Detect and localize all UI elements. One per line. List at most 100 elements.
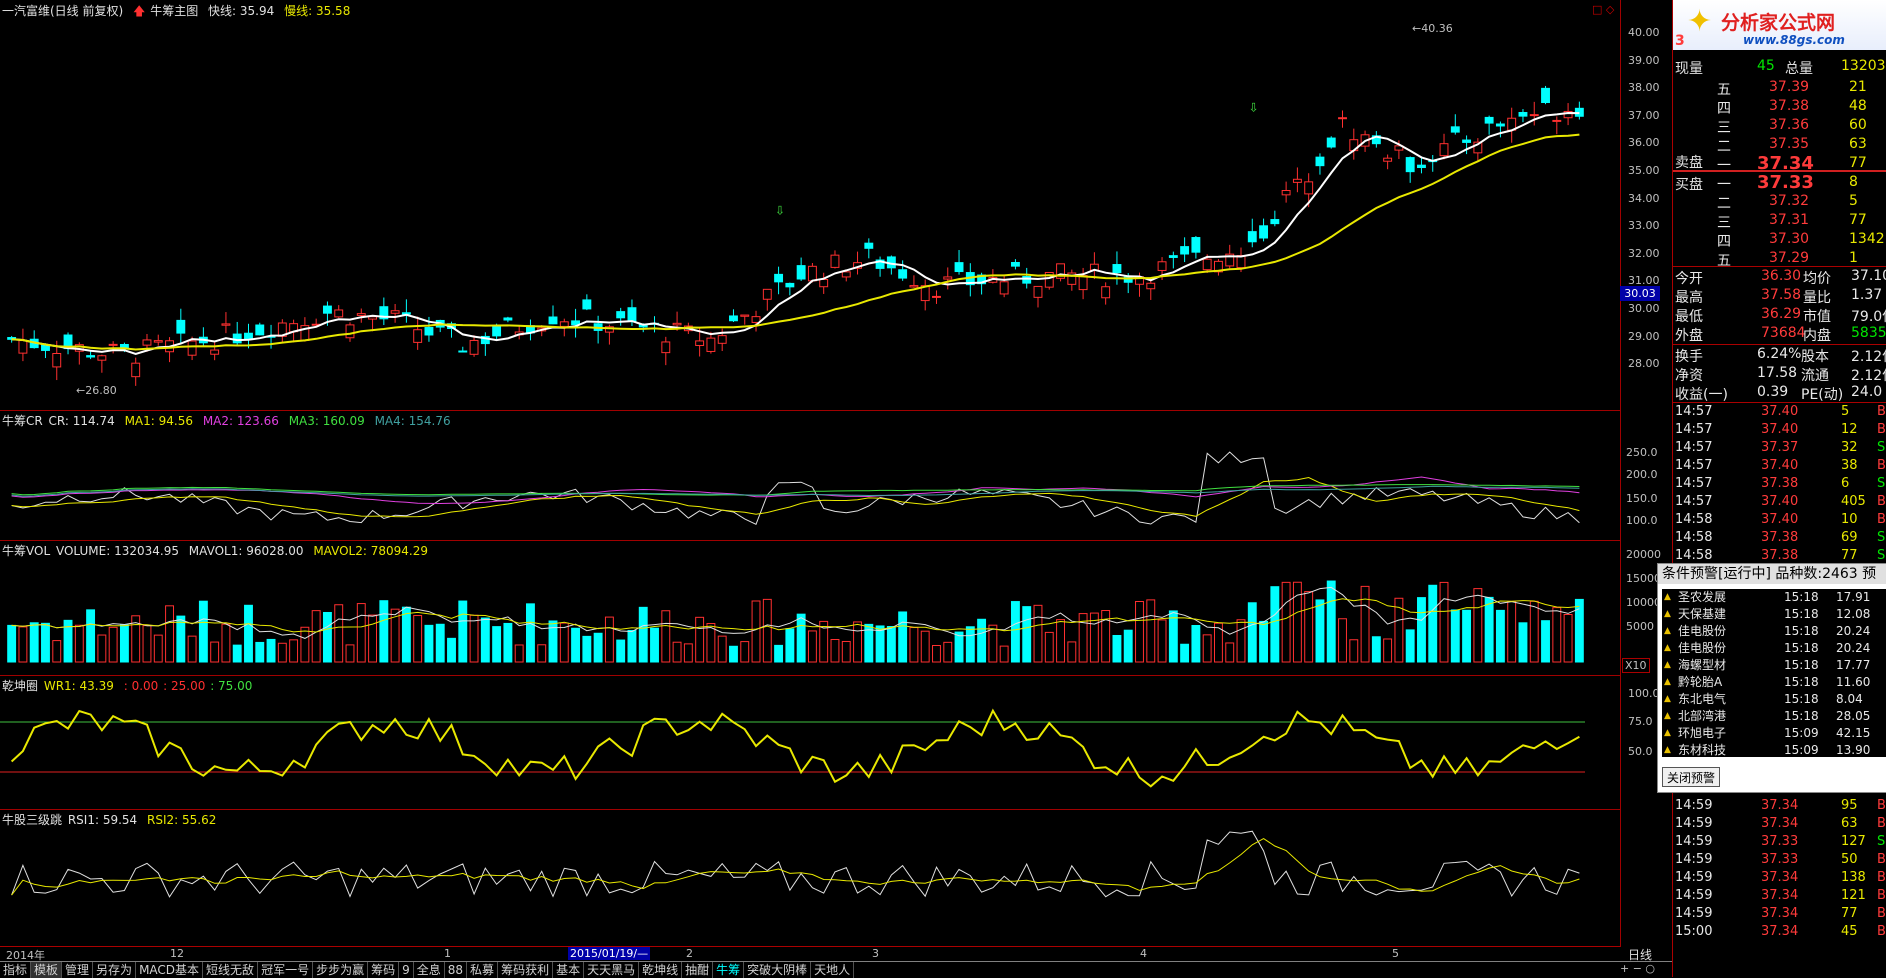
candle-body — [751, 316, 761, 323]
alert-item[interactable]: ▲ 东北电气 15:18 8.04 — [1662, 691, 1886, 708]
volume-bar — [672, 641, 682, 663]
stat-value: 17.58 — [1757, 365, 1798, 381]
tick-volume: 12 — [1841, 422, 1858, 437]
tick-price: 37.34 — [1761, 798, 1799, 813]
alert-time: 15:18 — [1784, 624, 1819, 638]
cr-ma1-line — [11, 476, 1580, 518]
cr-ma2: MA2: 123.66 — [202, 414, 279, 428]
bottom-tab[interactable]: 全息 — [414, 962, 445, 978]
candle-body — [322, 305, 332, 314]
alert-item[interactable]: ▲ 佳电股份 15:18 20.24 — [1662, 640, 1886, 657]
volume-bar — [1541, 620, 1550, 663]
alert-item[interactable]: ▲ 海螺型材 15:18 17.77 — [1662, 657, 1886, 674]
rsi-chart[interactable] — [0, 809, 1620, 946]
alert-item[interactable]: ▲ 黔轮胎A 15:18 11.60 — [1662, 674, 1886, 691]
bottom-tab[interactable]: 基本 — [553, 962, 585, 978]
candlestick-chart[interactable]: ⇩⇩ — [0, 0, 1620, 410]
bottom-tab[interactable]: 模板 — [31, 962, 63, 978]
volume-bar — [1247, 602, 1257, 663]
volume-bar — [943, 641, 953, 663]
volume-bar — [559, 622, 569, 663]
tick-price: 37.40 — [1761, 422, 1799, 437]
alert-arrow-icon: ▲ — [1664, 677, 1671, 687]
tick-flag: S — [1877, 530, 1886, 545]
tick-time: 14:58 — [1675, 548, 1713, 563]
bottom-tab[interactable]: 牛筹 — [713, 962, 745, 978]
bottom-tab[interactable]: 管理 — [62, 962, 94, 978]
candle-body — [379, 306, 389, 320]
volume-bar — [345, 644, 355, 663]
candle-body — [559, 321, 569, 327]
alert-item[interactable]: ▲ 东材科技 15:09 13.90 — [1662, 742, 1886, 759]
tick-row: 14:58 37.40 10 B — [1673, 512, 1886, 531]
bottom-tab[interactable]: 指标 — [0, 962, 32, 978]
bottom-tab[interactable]: 天天黑马 — [584, 962, 640, 978]
candle-body — [458, 350, 468, 353]
bottom-tab[interactable]: 筹码获利 — [498, 962, 554, 978]
volume-bar — [390, 608, 400, 663]
indicator-name[interactable]: 牛筹主图 — [150, 4, 199, 18]
bottom-tab[interactable]: MACD基本 — [136, 962, 204, 978]
close-alert-button[interactable]: 关闭预警 — [1662, 767, 1721, 787]
price-marker: 30.03 — [1620, 286, 1660, 301]
bottom-tab[interactable]: 步步为赢 — [313, 962, 369, 978]
bottom-tab[interactable]: 88 — [445, 962, 468, 978]
alert-item[interactable]: ▲ 佳电股份 15:18 20.24 — [1662, 623, 1886, 640]
volume-bar — [131, 615, 141, 663]
tick-flag: B — [1877, 512, 1886, 527]
alert-item[interactable]: ▲ 北部湾港 15:18 28.05 — [1662, 708, 1886, 725]
price: 37.31 — [1769, 212, 1810, 228]
alert-item[interactable]: ▲ 环旭电子 15:09 42.15 — [1662, 725, 1886, 742]
alert-title[interactable]: 条件预警[运行中] 品种数:2463 预 — [1658, 564, 1886, 584]
volume-chart[interactable] — [0, 540, 1620, 675]
volume-bar — [356, 603, 366, 663]
alert-item[interactable]: ▲ 圣农发展 15:18 17.91 — [1662, 589, 1886, 606]
mavol2-value: MAVOL2: 78094.29 — [313, 544, 428, 558]
bottom-tab[interactable]: 突破大阴棒 — [744, 962, 812, 978]
volume-bar — [785, 628, 795, 663]
bottom-tab[interactable]: 天地人 — [811, 962, 855, 978]
main-panel-header: 一汽富维(日线 前复权) 🡅 牛筹主图 快线: 35.94 慢线: 35.58 — [2, 2, 356, 23]
bottom-tab[interactable]: 短线无敌 — [203, 962, 259, 978]
mavol1-line — [11, 586, 1580, 639]
wr-tick-label: 50.0 — [1628, 745, 1653, 758]
bottom-tab[interactable]: 乾坤线 — [639, 962, 683, 978]
period-label[interactable]: 日线 — [1628, 948, 1653, 962]
candle-body — [232, 333, 242, 344]
tick-price: 37.34 — [1761, 906, 1799, 921]
alert-item[interactable]: ▲ 天保基建 15:18 12.08 — [1662, 606, 1886, 623]
tick-flag: B — [1877, 404, 1886, 419]
volume-bar — [1135, 601, 1144, 663]
candle-body — [1450, 126, 1460, 133]
candle-body — [469, 339, 479, 355]
scroll-controls[interactable]: + − ○ — [1620, 962, 1656, 975]
chart-area[interactable]: 一汽富维(日线 前复权) 🡅 牛筹主图 快线: 35.94 慢线: 35.58 … — [0, 0, 1672, 962]
wr-chart[interactable] — [0, 675, 1620, 809]
volume-bar — [616, 639, 626, 663]
bottom-tab[interactable]: 冠军一号 — [258, 962, 314, 978]
volume-bar — [1044, 631, 1054, 663]
volume-bar — [1462, 609, 1472, 663]
bottom-tab[interactable]: 私募 — [467, 962, 499, 978]
volume-bar — [1394, 597, 1404, 663]
bottom-tab[interactable]: 另存为 — [93, 962, 137, 978]
cr-panel-border — [0, 410, 1621, 541]
alert-time: 15:18 — [1784, 675, 1819, 689]
volume-bar — [1552, 607, 1562, 663]
bottom-tab[interactable]: 筹码 — [368, 962, 400, 978]
tick-time: 14:59 — [1675, 906, 1713, 921]
alert-list[interactable]: ▲ 圣农发展 15:18 17.91 ▲ 天保基建 15:18 12.08 ▲ 佳电股份 15:18… — [1662, 589, 1886, 757]
volume: 63 — [1849, 136, 1867, 152]
candle-body — [345, 324, 355, 339]
cr-tick-label: 200.0 — [1626, 468, 1658, 481]
bottom-tab[interactable]: 9 — [399, 962, 414, 978]
bottom-tab[interactable]: 抽酣 — [682, 962, 714, 978]
cr-ma3: MA3: 160.09 — [288, 414, 365, 428]
candle-body — [706, 337, 716, 352]
candle-body — [131, 362, 141, 378]
candle-body — [548, 316, 558, 325]
volume-bar — [638, 606, 648, 663]
cr-chart[interactable] — [0, 410, 1620, 540]
panel-control-icons[interactable]: □ ◇ — [1592, 3, 1615, 16]
date-axis: 2014年 12 1 2015/01/19/— 2 3 4 5 — [0, 946, 1620, 962]
